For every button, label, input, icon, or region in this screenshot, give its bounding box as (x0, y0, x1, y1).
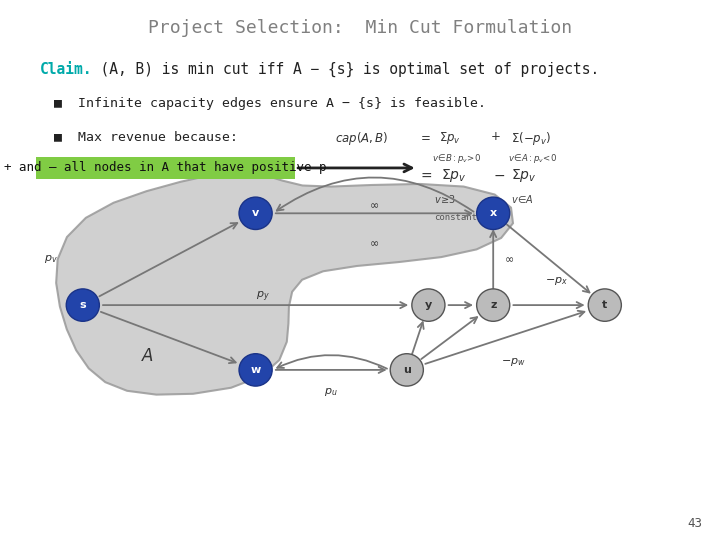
Text: $p_u$: $p_u$ (325, 386, 338, 397)
Ellipse shape (477, 197, 510, 230)
Text: s: s (79, 300, 86, 310)
Text: $\Sigma(-p_v)$: $\Sigma(-p_v)$ (511, 130, 552, 146)
Text: $-p_w$: $-p_w$ (500, 356, 526, 368)
Text: $p_v$: $p_v$ (43, 253, 58, 265)
Text: t: t (602, 300, 608, 310)
Text: $-$: $-$ (493, 167, 505, 181)
Text: ■  Max revenue because:: ■ Max revenue because: (54, 131, 238, 144)
Text: (A, B) is min cut iff A − {s} is optimal set of projects.: (A, B) is min cut iff A − {s} is optimal… (83, 62, 599, 77)
Polygon shape (56, 172, 513, 395)
Text: Project Selection:  Min Cut Formulation: Project Selection: Min Cut Formulation (148, 19, 572, 37)
Text: $\Sigma p_v$: $\Sigma p_v$ (441, 167, 467, 184)
Text: w: w (251, 365, 261, 375)
Text: $\Sigma p_v$: $\Sigma p_v$ (511, 167, 536, 184)
Text: $\infty$: $\infty$ (504, 254, 514, 264)
Text: $=$: $=$ (418, 130, 431, 143)
Text: x: x (490, 208, 497, 218)
Ellipse shape (412, 289, 445, 321)
Text: + and – all nodes in A that have positive p: + and – all nodes in A that have positiv… (4, 161, 327, 174)
Text: $\infty$: $\infty$ (369, 200, 379, 210)
Text: $v\!\in\!A: p_v\!<\!0$: $v\!\in\!A: p_v\!<\!0$ (508, 152, 557, 165)
Ellipse shape (239, 197, 272, 230)
Text: u: u (403, 365, 410, 375)
Text: $-p_x$: $-p_x$ (545, 275, 567, 287)
FancyBboxPatch shape (36, 157, 295, 179)
Text: $\infty$: $\infty$ (369, 238, 379, 248)
Text: $v\!\geq\!3$: $v\!\geq\!3$ (434, 193, 456, 205)
Ellipse shape (239, 354, 272, 386)
Ellipse shape (477, 289, 510, 321)
Text: $v\!\in\!A$: $v\!\in\!A$ (511, 193, 534, 205)
Text: $\Sigma p_v$: $\Sigma p_v$ (439, 130, 461, 146)
Text: v: v (252, 208, 259, 218)
Ellipse shape (390, 354, 423, 386)
Text: y: y (425, 300, 432, 310)
Ellipse shape (66, 289, 99, 321)
Text: $p_y$: $p_y$ (256, 290, 270, 304)
Text: constant: constant (434, 213, 477, 222)
Ellipse shape (588, 289, 621, 321)
Text: z: z (490, 300, 496, 310)
Text: $v\!\in\!B: p_v\!>\!0$: $v\!\in\!B: p_v\!>\!0$ (432, 152, 482, 165)
Text: ■  Infinite capacity edges ensure A − {s} is feasible.: ■ Infinite capacity edges ensure A − {s}… (54, 97, 486, 110)
Text: A: A (142, 347, 153, 366)
Text: $cap(A, B)$: $cap(A, B)$ (335, 130, 388, 146)
Text: $=$: $=$ (418, 167, 433, 181)
Text: 43: 43 (687, 517, 702, 530)
Text: Claim.: Claim. (40, 62, 92, 77)
Text: $+$: $+$ (490, 130, 500, 143)
